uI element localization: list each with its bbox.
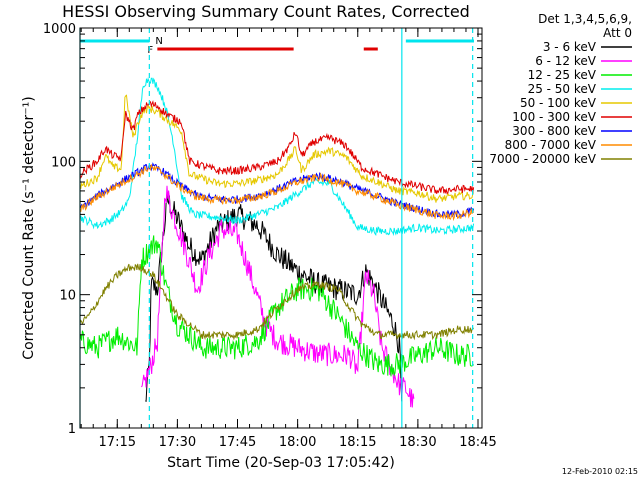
legend-label-7000-20000-kev: 7000 - 20000 keV [489, 152, 596, 166]
legend-label-6-12-kev: 6 - 12 keV [535, 54, 597, 68]
series-line-7000-20000-kev [79, 263, 474, 341]
x-tick-label: 17:30 [159, 435, 196, 450]
series-line-3-6-kev [145, 193, 403, 402]
x-tick-label: 18:15 [339, 435, 376, 450]
series-line-800-7000-kev [79, 164, 475, 222]
y-axis-label: Corrected Count Rate (s⁻¹ detector⁻¹) [21, 96, 37, 359]
flag-label: F [147, 45, 153, 56]
y-tick-label: 1 [68, 422, 76, 437]
x-tick-label: 17:15 [99, 435, 136, 450]
legend-label-25-50-kev: 25 - 50 keV [528, 82, 597, 96]
series-line-300-800-kev [79, 162, 475, 219]
y-axis: 1 10 100 1000 [43, 22, 482, 437]
chart-title: HESSI Observing Summary Count Rates, Cor… [62, 2, 470, 21]
legend-header: Det 1,3,4,5,6,9, [538, 12, 632, 26]
series-group [79, 77, 475, 408]
series-line-25-50-kev [79, 77, 475, 237]
series-line-12-25-kev [79, 235, 474, 377]
legend-label-12-25-kev: 12 - 25 keV [528, 68, 597, 82]
flag-marker-label: N [155, 36, 162, 47]
x-tick-label: 18:45 [459, 435, 496, 450]
legend-label-800-7000-kev: 800 - 7000 keV [505, 138, 597, 152]
flag-bars: FN [80, 36, 474, 56]
x-axis: 17:15 17:30 17:45 18:00 18:15 18:30 18:45 [80, 28, 497, 450]
x-tick-label: 18:00 [279, 435, 316, 450]
legend-label-300-800-kev: 300 - 800 keV [512, 124, 596, 138]
x-tick-label: 17:45 [219, 435, 256, 450]
x-axis-label: Start Time (20-Sep-03 17:05:42) [167, 455, 395, 471]
y-tick-label: 100 [51, 155, 76, 170]
series-line-6-12-kev [140, 185, 415, 408]
plot-frame [79, 27, 483, 429]
y-tick-label: 1000 [43, 22, 76, 37]
legend-label-100-300-kev: 100 - 300 keV [512, 110, 596, 124]
legend-label-3-6-kev: 3 - 6 keV [543, 40, 597, 54]
footer-date: 12-Feb-2010 02:15 [562, 467, 638, 476]
y-tick-label: 10 [59, 289, 76, 304]
legend-header: Att 0 [603, 26, 632, 40]
x-tick-label: 18:30 [399, 435, 436, 450]
legend-label-50-100-kev: 50 - 100 keV [520, 96, 597, 110]
series-line-100-300-kev [79, 100, 475, 195]
